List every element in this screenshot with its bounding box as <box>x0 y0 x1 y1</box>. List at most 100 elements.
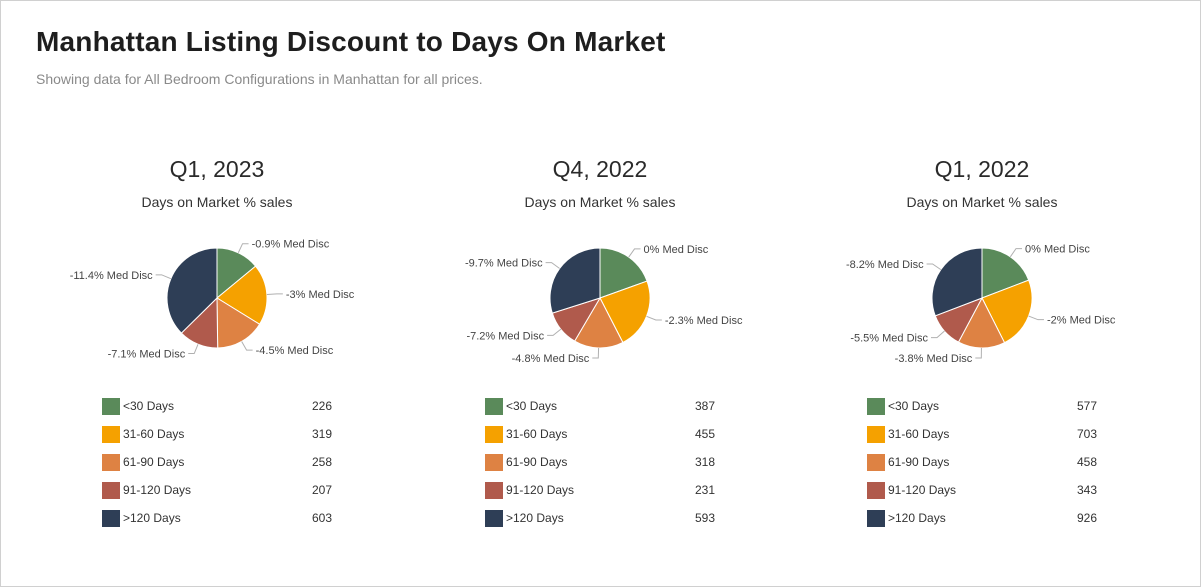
panel-subtitle: Days on Market % sales <box>524 194 676 210</box>
legend-swatch <box>485 426 503 443</box>
slice-leader-line <box>545 262 560 269</box>
legend-item[interactable]: 91-120 Days 343 <box>867 481 1097 499</box>
legend-value: 207 <box>311 483 332 497</box>
legend-label: 91-120 Days <box>506 483 575 497</box>
pie-slice[interactable] <box>216 265 268 325</box>
legend-item[interactable]: 91-120 Days 207 <box>102 481 332 499</box>
slice-leader-line <box>1009 248 1023 258</box>
slice-label: -3.8% Med Disc <box>895 353 973 365</box>
slice-label: 0% Med Disc <box>644 244 709 256</box>
slice-label: -4.5% Med Disc <box>256 345 334 357</box>
legend-value: 455 <box>694 427 715 441</box>
legend-swatch <box>102 482 120 499</box>
legend-value: 603 <box>311 511 332 525</box>
pie-slice[interactable] <box>216 297 261 349</box>
legend-item[interactable]: 61-90 Days 258 <box>102 453 332 471</box>
pie-chart: 0% Med Disc -2% Med Disc -3.8% Med Disc -5.… <box>846 244 1116 365</box>
pie-slice[interactable] <box>981 247 1030 299</box>
legend-label: >120 Days <box>506 511 564 525</box>
legend-swatch <box>102 454 120 471</box>
legend-value: 226 <box>311 399 332 413</box>
slice-leader-line <box>155 274 172 280</box>
pie-panel-q1-2023: Q1, 2023 Days on Market % sales -0.9% Me… <box>22 150 412 540</box>
legend-item[interactable]: <30 Days 387 <box>485 397 715 415</box>
legend-swatch <box>102 398 120 415</box>
pie-slice[interactable] <box>931 247 983 317</box>
slice-label: -0.9% Med Disc <box>252 239 330 251</box>
legend-label: 61-90 Days <box>123 455 185 469</box>
legend-item[interactable]: 61-90 Days 318 <box>485 453 715 471</box>
slice-leader-line <box>188 344 199 355</box>
legend-swatch <box>102 426 120 443</box>
legend-swatch <box>867 454 885 471</box>
slice-label: -5.5% Med Disc <box>850 333 928 345</box>
legend-value: 926 <box>1076 511 1097 525</box>
slice-leader-line <box>241 341 253 351</box>
legend-value: 258 <box>311 455 332 469</box>
slice-leader-line <box>266 293 283 296</box>
slice-leader-line <box>628 248 641 258</box>
slice-label: -8.2% Med Disc <box>846 259 924 271</box>
legend-label: 61-90 Days <box>506 455 568 469</box>
legend-value: 703 <box>1076 427 1097 441</box>
slice-leader-line <box>592 347 600 359</box>
legend-value: 318 <box>694 455 715 469</box>
pie-slice[interactable] <box>981 279 1033 344</box>
legend-label: <30 Days <box>123 399 175 413</box>
legend-swatch <box>485 510 503 527</box>
legend-item[interactable]: <30 Days 226 <box>102 397 332 415</box>
slice-label: -4.8% Med Disc <box>512 353 590 365</box>
legend-value: 458 <box>1076 455 1097 469</box>
slice-leader-line <box>930 330 945 339</box>
legend-label: 91-120 Days <box>888 483 957 497</box>
legend-item[interactable]: >120 Days 603 <box>102 509 332 527</box>
pie-slice[interactable] <box>599 280 651 344</box>
legend-item[interactable]: >120 Days 926 <box>867 509 1097 527</box>
slice-label: -11.4% Med Disc <box>70 270 153 282</box>
slice-leader-line <box>926 263 942 271</box>
legend-value: 593 <box>694 511 715 525</box>
legend-item[interactable]: 31-60 Days 319 <box>102 425 332 443</box>
slice-label: -7.2% Med Disc <box>466 330 544 342</box>
legend-swatch <box>867 482 885 499</box>
page-title: Manhattan Listing Discount to Days On Ma… <box>36 26 666 57</box>
pie-slice[interactable] <box>549 247 601 314</box>
legend-item[interactable]: 31-60 Days 455 <box>485 425 715 443</box>
legend-swatch <box>485 454 503 471</box>
legend-value: 231 <box>694 483 715 497</box>
pie-panel-q4-2022: Q4, 2022 Days on Market % sales 0% Med D… <box>405 150 795 540</box>
legend-item[interactable]: 31-60 Days 703 <box>867 425 1097 443</box>
slice-label: -2.3% Med Disc <box>665 315 743 327</box>
slice-leader-line <box>646 315 662 321</box>
pie-chart: 0% Med Disc -2.3% Med Disc -4.8% Med Disc -… <box>465 244 743 365</box>
legend-label: 31-60 Days <box>123 427 185 441</box>
panel-title: Q1, 2022 <box>934 156 1030 182</box>
legend-item[interactable]: >120 Days 593 <box>485 509 715 527</box>
slice-leader-line <box>547 328 562 336</box>
slice-leader-line <box>975 347 982 359</box>
slice-label: -3% Med Disc <box>286 289 355 301</box>
legend-item[interactable]: <30 Days 577 <box>867 397 1097 415</box>
panel-subtitle: Days on Market % sales <box>906 194 1058 210</box>
page-subtitle: Showing data for All Bedroom Configurati… <box>36 71 483 87</box>
legend-item[interactable]: 91-120 Days 231 <box>485 481 715 499</box>
legend-item[interactable]: 61-90 Days 458 <box>867 453 1097 471</box>
pie-slice[interactable] <box>573 296 624 349</box>
legend-label: 31-60 Days <box>506 427 568 441</box>
legend-value: 343 <box>1076 483 1097 497</box>
pie-slice[interactable] <box>957 296 1006 349</box>
legend-swatch <box>867 426 885 443</box>
legend-swatch <box>867 398 885 415</box>
panel-title: Q4, 2022 <box>552 156 648 182</box>
pie-chart: -0.9% Med Disc -3% Med Disc -4.5% Med Disc… <box>70 239 355 361</box>
pie-slice[interactable] <box>599 247 648 299</box>
slice-leader-line <box>237 243 249 253</box>
slice-leader-line <box>1028 315 1044 321</box>
legend-label: <30 Days <box>506 399 558 413</box>
legend-value: 387 <box>694 399 715 413</box>
slice-label: -2% Med Disc <box>1047 315 1116 327</box>
legend-swatch <box>867 510 885 527</box>
legend-label: >120 Days <box>123 511 181 525</box>
legend-swatch <box>485 398 503 415</box>
slice-label: -9.7% Med Disc <box>465 258 543 270</box>
